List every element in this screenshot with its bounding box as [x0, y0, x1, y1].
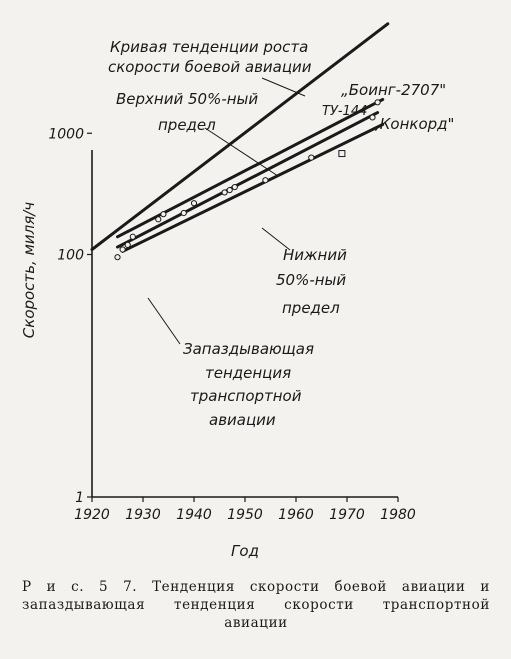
series-line-lower: [121, 123, 385, 253]
series-line-combat: [90, 22, 390, 251]
data-point: [369, 114, 376, 121]
y-tick-label: 100: [57, 248, 84, 264]
transport-trend-label-line3: транспортной: [190, 387, 302, 405]
axes: [87, 132, 399, 502]
leader-lower: [261, 227, 291, 251]
lower-limit-label-line1: Нижний: [283, 246, 347, 264]
data-point: [114, 254, 121, 261]
data-point-square: [338, 150, 346, 158]
data-point: [155, 216, 162, 223]
data-point: [160, 211, 167, 218]
transport-trend-label-line1: Запаздывающая: [183, 340, 314, 358]
tu-144-label: ТУ-144: [322, 104, 367, 119]
y-axis-label: Скорость, миля/ч: [20, 202, 38, 339]
transport-trend-label-line4: авиации: [209, 411, 276, 429]
tick-labels: 1920 1930 1940 1950 1960 1970 1980 1 100 1000: [48, 126, 416, 523]
upper-limit-label-line2: предел: [158, 116, 216, 134]
data-point: [180, 209, 187, 217]
annotation-leaders: [147, 77, 306, 345]
upper-limit-label-line1: Верхний 50%-ный: [116, 90, 258, 108]
transport-trend-label-line2: тенденция: [205, 364, 291, 382]
leader-transport: [147, 297, 181, 345]
data-points: [114, 99, 381, 261]
x-tick-label: 1950: [227, 507, 263, 523]
concorde-label: „Конкорд": [372, 115, 454, 133]
combat-trend-label-line2: скорости боевой авиации: [108, 58, 312, 76]
caption-line-3: авиации: [224, 615, 288, 631]
x-tick-label: 1960: [278, 507, 314, 523]
x-axis-label: Год: [231, 542, 259, 560]
boeing-2707-label: „Боинг-2707": [341, 81, 446, 99]
leader-upper: [204, 127, 279, 177]
leader-combat: [261, 77, 306, 97]
data-point: [231, 183, 238, 191]
figure-caption: Р и с. 5 7. Тенденция скорости боевой ав…: [22, 578, 490, 632]
data-point: [262, 177, 269, 184]
y-tick-label: 1: [75, 490, 84, 506]
data-point: [226, 186, 233, 194]
x-tick-label: 1980: [380, 507, 416, 523]
data-point: [124, 241, 131, 248]
x-tick-label: 1920: [74, 507, 110, 523]
speed-trend-chart: 1920 1930 1940 1950 1960 1970 1980 1 100 1000 Год…: [20, 22, 454, 560]
y-tick-label: 1000: [48, 126, 84, 142]
lower-limit-label-line3: предел: [282, 299, 340, 317]
x-tick-label: 1970: [329, 507, 365, 523]
data-point: [190, 200, 198, 207]
data-point: [129, 233, 136, 240]
lower-limit-label-line2: 50%-ный: [276, 271, 346, 289]
data-point: [374, 99, 381, 106]
series-line-transport_trend: [116, 111, 380, 249]
caption-line-1: Р и с. 5 7. Тенденция скорости боевой ав…: [22, 579, 490, 595]
data-point: [221, 189, 228, 196]
data-point: [119, 246, 126, 253]
x-tick-label: 1930: [125, 507, 161, 523]
combat-trend-label-line1: Кривая тенденции роста: [110, 38, 308, 56]
caption-line-2: запаздывающая тенденция скорости транспо…: [22, 597, 490, 613]
x-tick-label: 1940: [176, 507, 212, 523]
data-point: [308, 154, 315, 161]
